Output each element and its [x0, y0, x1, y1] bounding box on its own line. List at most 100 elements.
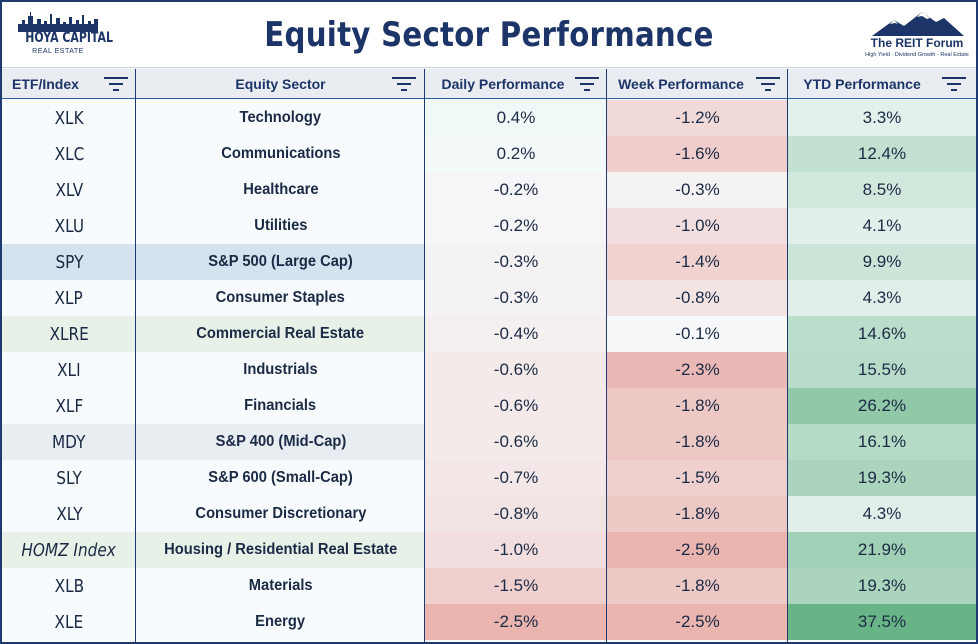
etf-cell-text: XLC	[54, 143, 84, 165]
sector-cell: Consumer Staples	[136, 280, 425, 316]
table-row: XLY Consumer Discretionary -0.8% -1.8% 4.3%	[2, 496, 976, 532]
ytd-performance-cell-text: 3.3%	[862, 108, 902, 127]
etf-cell-text: XLV	[55, 179, 83, 201]
table-row: MDY S&P 400 (Mid-Cap) -0.6% -1.8% 16.1%	[2, 424, 976, 460]
week-performance-cell-text: -1.6%	[675, 144, 720, 163]
daily-performance-cell: -1.0%	[425, 532, 607, 568]
week-performance-cell-text: -1.0%	[675, 216, 720, 235]
ytd-performance-cell-text: 21.9%	[857, 540, 907, 559]
filter-icon[interactable]	[942, 77, 966, 91]
daily-performance-cell: -0.6%	[425, 352, 607, 388]
column-header-daily[interactable]: Daily Performance	[425, 69, 581, 99]
sector-cell: Commercial Real Estate	[136, 316, 425, 352]
hoya-capital-sub: REAL ESTATE	[32, 48, 84, 55]
etf-cell-text: XLB	[54, 575, 84, 597]
table-row: SPY S&P 500 (Large Cap) -0.3% -1.4% 9.9%	[2, 244, 976, 280]
week-performance-cell: -1.5%	[607, 460, 788, 496]
sector-cell: Financials	[136, 388, 425, 424]
daily-performance-cell: -1.5%	[425, 568, 607, 604]
daily-performance-cell: -0.2%	[425, 172, 607, 208]
week-performance-cell-text: -0.3%	[675, 180, 720, 199]
daily-performance-cell-text: -0.3%	[493, 252, 539, 271]
sector-cell-text: Financials	[244, 397, 317, 414]
etf-cell: XLB	[2, 568, 136, 604]
sector-cell: Materials	[136, 568, 425, 604]
week-performance-cell: -1.6%	[607, 136, 788, 172]
table-row: XLB Materials -1.5% -1.8% 19.3%	[2, 568, 976, 604]
daily-performance-cell: -0.4%	[425, 316, 607, 352]
week-performance-cell-text: -1.4%	[675, 252, 720, 271]
daily-performance-cell: -0.2%	[425, 208, 607, 244]
column-divider	[606, 69, 607, 642]
week-performance-cell-text: -1.2%	[675, 108, 720, 127]
sector-cell: S&P 600 (Small-Cap)	[136, 460, 425, 496]
daily-performance-cell-text: -2.5%	[493, 612, 539, 631]
ytd-performance-cell: 3.3%	[788, 100, 976, 136]
ytd-performance-cell: 8.5%	[788, 172, 976, 208]
ytd-performance-cell-text: 4.3%	[862, 288, 902, 307]
week-performance-cell: -2.5%	[607, 604, 788, 640]
sector-cell: Industrials	[136, 352, 425, 388]
etf-cell-text: XLRE	[49, 323, 89, 345]
ytd-performance-cell: 9.9%	[788, 244, 976, 280]
sector-cell-text: Materials	[248, 577, 313, 594]
week-performance-cell: -0.8%	[607, 280, 788, 316]
sector-cell-text: Housing / Residential Real Estate	[163, 541, 398, 558]
sector-cell-text: S&P 400 (Mid-Cap)	[215, 433, 346, 450]
column-header-week[interactable]: Week Performance	[607, 69, 755, 99]
daily-performance-cell-text: -0.7%	[493, 468, 539, 487]
column-divider	[787, 69, 788, 642]
filter-icon[interactable]	[756, 77, 780, 91]
column-header-row: ETF/Index Equity Sector Daily Performanc…	[2, 69, 976, 99]
etf-cell-text: SLY	[56, 467, 82, 489]
sector-cell-text: Communications	[220, 145, 341, 162]
ytd-performance-cell: 4.3%	[788, 496, 976, 532]
etf-cell: XLP	[2, 280, 136, 316]
column-header-ytd[interactable]: YTD Performance	[788, 69, 936, 99]
mountain-icon	[872, 12, 964, 36]
sector-cell: Communications	[136, 136, 425, 172]
sector-cell-text: Technology	[239, 109, 322, 126]
etf-cell: XLRE	[2, 316, 136, 352]
etf-cell: HOMZ Index	[2, 532, 136, 568]
ytd-performance-cell-text: 9.9%	[862, 252, 902, 271]
sector-cell: Healthcare	[136, 172, 425, 208]
filter-icon[interactable]	[104, 77, 128, 91]
ytd-performance-cell: 12.4%	[788, 136, 976, 172]
etf-cell: MDY	[2, 424, 136, 460]
etf-cell-text: HOMZ Index	[21, 539, 117, 561]
ytd-performance-cell-text: 12.4%	[857, 144, 907, 163]
sector-cell-text: Healthcare	[242, 181, 319, 198]
sector-cell-text: S&P 600 (Small-Cap)	[208, 469, 353, 486]
sector-cell-text: Energy	[255, 613, 306, 630]
etf-cell: SPY	[2, 244, 136, 280]
filter-icon[interactable]	[392, 77, 416, 91]
daily-performance-cell-text: -0.2%	[493, 180, 539, 199]
etf-cell: XLF	[2, 388, 136, 424]
column-header-week-label: Week Performance	[618, 76, 744, 92]
week-performance-cell: -1.4%	[607, 244, 788, 280]
ytd-performance-cell-text: 37.5%	[857, 612, 907, 631]
sector-cell-text: Commercial Real Estate	[196, 325, 365, 342]
daily-performance-cell-text: -0.6%	[493, 360, 539, 379]
table-row: XLC Communications 0.2% -1.6% 12.4%	[2, 136, 976, 172]
week-performance-cell: -1.8%	[607, 496, 788, 532]
column-header-sector[interactable]: Equity Sector	[136, 69, 425, 99]
daily-performance-cell-text: -0.6%	[493, 396, 539, 415]
week-performance-cell: -1.8%	[607, 568, 788, 604]
etf-cell-text: XLF	[55, 395, 83, 417]
column-header-etf[interactable]: ETF/Index	[12, 69, 136, 99]
etf-cell-text: XLI	[57, 359, 81, 381]
sector-cell-text: Industrials	[243, 361, 318, 378]
week-performance-cell-text: -1.8%	[675, 576, 720, 595]
etf-cell: XLI	[2, 352, 136, 388]
etf-cell-text: SPY	[55, 251, 83, 273]
sector-cell: S&P 500 (Large Cap)	[136, 244, 425, 280]
daily-performance-cell: 0.2%	[425, 136, 607, 172]
sector-cell-text: Consumer Discretionary	[195, 505, 366, 522]
reit-forum-logo: The REIT Forum High Yield · Dividend Gro…	[862, 10, 972, 64]
column-header-ytd-label: YTD Performance	[803, 76, 921, 92]
sector-cell: Consumer Discretionary	[136, 496, 425, 532]
sector-cell: Energy	[136, 604, 425, 640]
filter-icon[interactable]	[575, 77, 599, 91]
